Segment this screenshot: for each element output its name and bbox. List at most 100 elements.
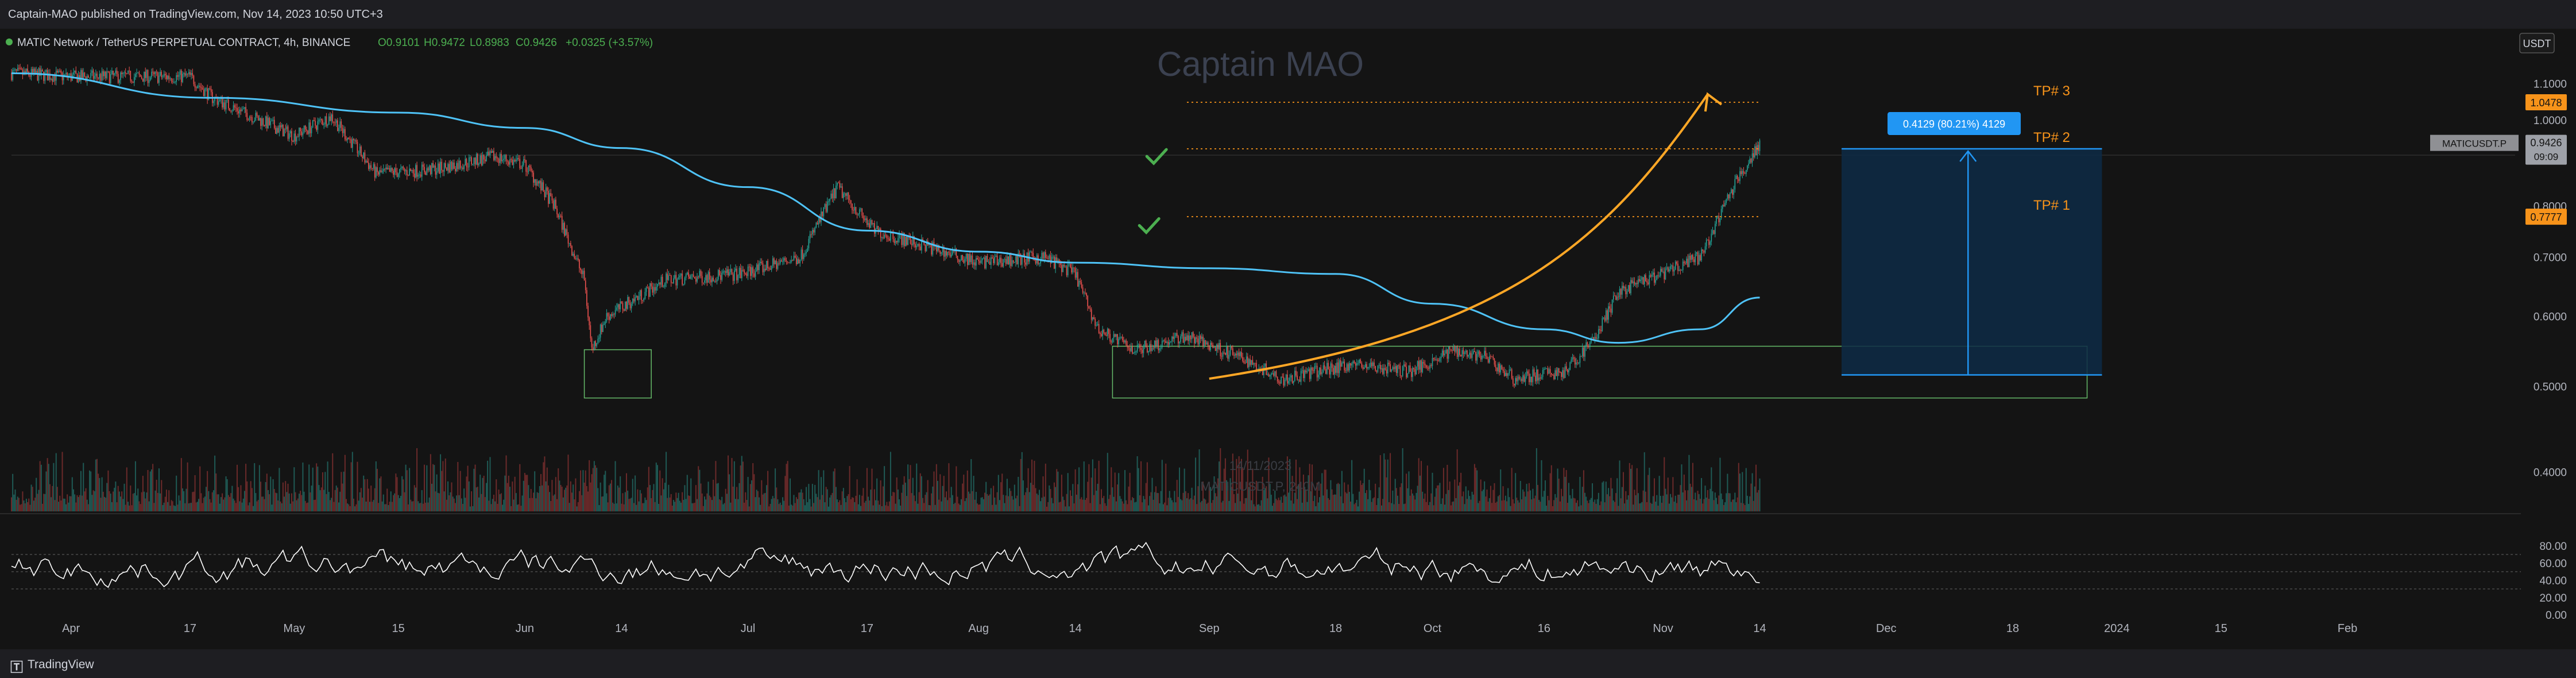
currency-button-label[interactable]: USDT bbox=[2523, 38, 2551, 49]
candle-body bbox=[269, 118, 270, 125]
volume-bar bbox=[1723, 504, 1724, 511]
volume-bar bbox=[406, 470, 408, 511]
candle-body bbox=[941, 252, 942, 254]
volume-bar bbox=[1347, 484, 1349, 511]
candle-body bbox=[1669, 269, 1670, 272]
candle-body bbox=[1231, 346, 1232, 349]
volume-bar bbox=[1596, 499, 1598, 511]
currency-button[interactable]: USDT bbox=[2519, 33, 2555, 53]
volume-bar bbox=[465, 498, 466, 511]
target-price-tag-label: 0.7777 bbox=[2530, 211, 2562, 223]
volume-bar bbox=[1738, 463, 1739, 511]
time-tick-label: Nov bbox=[1653, 622, 1673, 635]
candle-body bbox=[1750, 159, 1752, 163]
candle-body bbox=[189, 72, 191, 75]
candle-body bbox=[379, 170, 381, 175]
volume-bar bbox=[858, 495, 860, 511]
volume-bar bbox=[1034, 460, 1035, 511]
candle-body bbox=[1733, 189, 1734, 195]
tradingview-logo[interactable]: 🅃 TradingView bbox=[10, 656, 102, 675]
currency-button-box[interactable] bbox=[2519, 33, 2555, 53]
volume-bar bbox=[125, 504, 126, 511]
candle-body bbox=[343, 129, 345, 133]
volume-bar bbox=[930, 505, 931, 511]
volume-bar bbox=[834, 468, 836, 511]
candle-body bbox=[997, 262, 999, 265]
candle-body bbox=[210, 88, 212, 93]
volume-bar bbox=[75, 502, 77, 511]
volume-bar bbox=[1590, 498, 1592, 511]
volume-bar bbox=[609, 483, 611, 511]
volume-bar bbox=[1510, 506, 1511, 511]
volume-bar bbox=[347, 503, 349, 511]
volume-bar bbox=[350, 462, 352, 511]
volume-bar bbox=[1645, 491, 1646, 511]
candle-body bbox=[1151, 348, 1153, 351]
candle-body bbox=[389, 168, 390, 172]
volume-bar bbox=[973, 476, 974, 511]
candle-body bbox=[675, 275, 677, 286]
volume-bar bbox=[1189, 499, 1190, 511]
candle-body bbox=[1676, 261, 1677, 264]
candle-body bbox=[466, 159, 467, 167]
volume-bar bbox=[882, 486, 884, 511]
price-chart[interactable]: Captain MAO 14/11/2023 MATICUSDT.P, 240M… bbox=[0, 29, 2576, 649]
time-axis[interactable]: Apr 17 May 15 Jun 14 Jul 17 Aug 14 Sep 18 Oct 16 Nov 14… bbox=[62, 622, 2357, 635]
volume-bar bbox=[1326, 489, 1328, 511]
volume-bar bbox=[320, 487, 322, 511]
volume-bar bbox=[1744, 505, 1746, 511]
volume-bar bbox=[1262, 476, 1263, 511]
candle-body bbox=[347, 137, 348, 140]
candle-body bbox=[1235, 353, 1236, 356]
tradingview-brand[interactable]: TradingView bbox=[28, 658, 94, 671]
candle-body bbox=[521, 164, 523, 169]
volume-bar bbox=[720, 500, 722, 511]
candle-body bbox=[530, 167, 532, 171]
candle-body bbox=[674, 275, 675, 279]
volume-bar bbox=[757, 491, 759, 511]
candle-body bbox=[1697, 252, 1699, 265]
candle-body bbox=[136, 73, 137, 74]
candle-body bbox=[1082, 287, 1084, 293]
volume-bar bbox=[925, 495, 926, 511]
volume-bar bbox=[1635, 495, 1637, 511]
volume-bar bbox=[616, 503, 617, 511]
candle-body bbox=[698, 276, 699, 278]
volume-bar bbox=[990, 488, 992, 511]
candle-body bbox=[654, 287, 656, 291]
tradingview-mark-icon[interactable]: 🅃 bbox=[10, 661, 24, 675]
candle-body bbox=[195, 87, 197, 88]
target-price-tag bbox=[2525, 94, 2567, 110]
volume-bar bbox=[1718, 495, 1720, 511]
volume-bar bbox=[326, 494, 327, 511]
candle-body bbox=[140, 75, 141, 77]
volume-bar bbox=[1401, 483, 1402, 511]
volume-bar bbox=[1507, 488, 1509, 511]
volume-bar bbox=[837, 499, 838, 511]
volume-bar bbox=[1480, 479, 1482, 511]
candle-body bbox=[952, 251, 953, 255]
volume-bar bbox=[1626, 499, 1628, 511]
candle-body bbox=[107, 71, 109, 72]
candle-body bbox=[154, 71, 156, 74]
volume-bar bbox=[1056, 469, 1058, 511]
candle-body bbox=[1080, 280, 1081, 283]
candle-body bbox=[1716, 217, 1717, 224]
candle-body bbox=[966, 253, 968, 265]
price-axis[interactable]: 1.10001.00000.90000.80000.70000.60000.50… bbox=[2430, 29, 2576, 649]
candle-body bbox=[855, 207, 857, 214]
volume-bar bbox=[1109, 495, 1111, 511]
candle-body bbox=[1210, 342, 1211, 350]
volume-bar bbox=[1466, 499, 1468, 511]
volume-bar bbox=[1289, 459, 1291, 511]
candle-body bbox=[286, 126, 288, 129]
candle-body bbox=[996, 255, 998, 265]
candle-body bbox=[1196, 337, 1198, 339]
candle-body bbox=[1169, 342, 1170, 345]
candle-body bbox=[54, 75, 56, 81]
candle-body bbox=[339, 121, 341, 128]
candle-body bbox=[1587, 342, 1588, 346]
volume-bar bbox=[1221, 502, 1223, 511]
volume-bar bbox=[1463, 491, 1464, 511]
watermark-symbol: MATICUSDT.P, 240M bbox=[1200, 479, 1320, 494]
